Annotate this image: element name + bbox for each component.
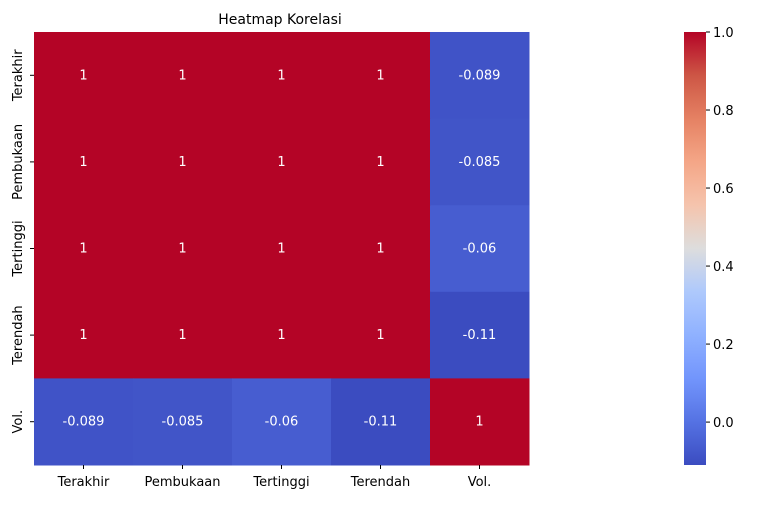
heatmap-cell [34,205,134,293]
colorbar-tick-label: 0.8 [713,104,734,119]
heatmap-cell [133,32,233,120]
x-tick-label: Tertinggi [252,475,309,490]
heatmap-cell [232,291,332,379]
heatmap-cell [34,291,134,379]
heatmap-cell [331,32,431,120]
heatmap-cell [430,205,530,293]
colorbar: 1.0 0.8 0.6 0.4 0.2 0.0 [684,26,734,465]
cell-annotation: 1 [79,68,87,83]
cell-annotation: -0.11 [463,328,497,343]
cell-annotation: 1 [277,155,285,170]
heatmap-cell [232,205,332,293]
cell-annotations: 1 1 1 1 -0.089 1 1 1 1 -0.085 1 1 1 1 -0.06 1 1 1 1 -0.11 -0… [63,68,501,429]
heatmap-cell [430,32,530,120]
y-tick-label: Terendah [11,305,26,365]
heatmap-cell [430,378,530,466]
cell-annotation: -0.06 [265,415,299,430]
heatmap-cell [232,32,332,120]
heatmap-cell [133,291,233,379]
colorbar-tick-label: 0.2 [713,338,734,353]
heatmap-cell [232,118,332,206]
cell-annotation: -0.11 [364,415,398,430]
cell-annotation: -0.085 [162,415,204,430]
x-tick-label: Terendah [350,475,410,490]
heatmap-cell [232,378,332,466]
cell-annotation: 1 [376,328,384,343]
heatmap-cell [331,378,431,466]
cell-annotation: 1 [79,155,87,170]
heatmap-cell [34,378,134,466]
heatmap-cell [133,118,233,206]
heatmap-cell [331,118,431,206]
cell-annotation: 1 [178,68,186,83]
cell-annotation: 1 [277,328,285,343]
y-axis: Terakhir Pembukaan Tertinggi Terendah Vol. [11,49,34,434]
x-tick-label: Pembukaan [144,475,220,490]
x-axis: Terakhir Pembukaan Tertinggi Terendah Vol. [57,465,492,490]
chart-title: Heatmap Korelasi [218,12,342,28]
heatmap-cell [133,205,233,293]
cell-annotation: 1 [178,242,186,257]
heatmap-cell [331,291,431,379]
colorbar-tick-label: 0.4 [713,260,734,275]
cell-annotation: 1 [178,328,186,343]
colorbar-tick-label: 1.0 [713,26,734,41]
cell-annotation: -0.06 [463,242,497,257]
cell-annotation: -0.089 [63,415,105,430]
x-tick-label: Vol. [468,475,492,490]
colorbar-gradient [684,32,706,465]
cell-annotation: 1 [376,68,384,83]
y-tick-label: Terakhir [11,49,26,102]
cell-annotation: 1 [475,415,483,430]
heatmap-cells [34,32,530,466]
x-tick-label: Terakhir [57,475,110,490]
colorbar-tick-label: 0.0 [713,416,734,431]
cell-annotation: -0.085 [459,155,501,170]
heatmap-cell [133,378,233,466]
heatmap-cell [430,118,530,206]
cell-annotation: 1 [79,242,87,257]
colorbar-tick-label: 0.6 [713,182,734,197]
y-tick-label: Pembukaan [11,124,26,200]
heatmap-cell [331,205,431,293]
y-tick-label: Tertinggi [11,220,26,277]
y-tick-label: Vol. [11,410,26,434]
cell-annotation: 1 [277,68,285,83]
cell-annotation: 1 [79,328,87,343]
cell-annotation: 1 [376,155,384,170]
cell-annotation: -0.089 [459,68,501,83]
cell-annotation: 1 [277,242,285,257]
cell-annotation: 1 [178,155,186,170]
heatmap-cell [430,291,530,379]
heatmap-cell [34,118,134,206]
heatmap-cell [34,32,134,120]
cell-annotation: 1 [376,242,384,257]
